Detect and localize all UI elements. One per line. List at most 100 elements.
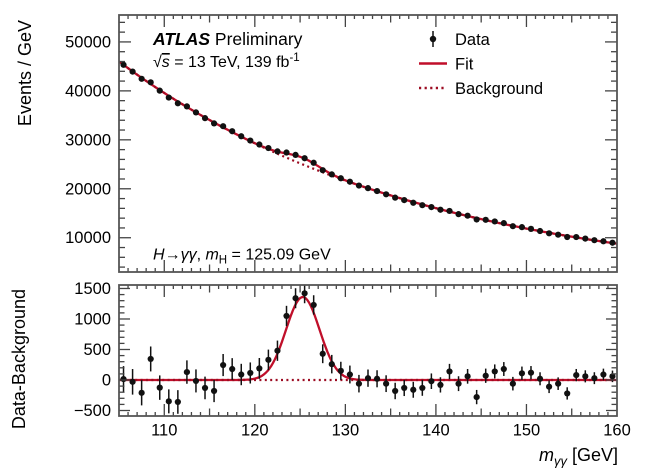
ratio-data-point xyxy=(573,372,580,379)
ratio-y-axis-title: Data-Background xyxy=(9,289,29,429)
data-point xyxy=(509,223,516,230)
data-point xyxy=(609,239,616,246)
ratio-data-point xyxy=(355,380,363,387)
ratio-data-point xyxy=(591,375,598,382)
data-point xyxy=(600,238,607,245)
atlas-preliminary-label: ATLAS Preliminary xyxy=(152,29,303,49)
ratio-data-point xyxy=(473,393,480,401)
data-point xyxy=(591,237,598,244)
ratio-data-point xyxy=(346,371,353,378)
ratio-data-point xyxy=(482,372,489,379)
ratio-data-point xyxy=(446,368,453,375)
ratio-y-tick-label: 0 xyxy=(102,372,111,390)
data-point xyxy=(183,103,191,110)
data-point xyxy=(573,233,580,241)
data-point xyxy=(437,206,444,213)
data-point xyxy=(328,171,335,178)
data-point xyxy=(518,224,526,231)
ratio-data-point xyxy=(147,355,154,363)
data-point xyxy=(419,202,426,209)
ratio-data-point xyxy=(509,380,516,387)
ratio-data-point xyxy=(283,312,290,320)
data-point xyxy=(192,109,200,116)
ratio-data-point xyxy=(401,384,408,392)
ratio-y-tick-label: 500 xyxy=(83,341,111,359)
data-point xyxy=(229,128,236,135)
ratio-data-point xyxy=(437,381,444,388)
x-axis-title: mγγ [GeV] xyxy=(539,445,618,469)
data-point xyxy=(247,137,254,144)
ratio-data-point xyxy=(229,365,236,373)
main-panel-frame xyxy=(118,14,618,273)
ratio-data-point xyxy=(310,301,317,309)
data-point xyxy=(274,148,281,155)
data-point xyxy=(482,216,489,223)
main-y-tick-label: 50000 xyxy=(65,33,111,51)
x-tick-label: 160 xyxy=(603,422,631,440)
data-point xyxy=(265,144,272,152)
ratio-y-tick-label: 1000 xyxy=(74,310,111,328)
data-point xyxy=(355,182,363,189)
ratio-data-point xyxy=(138,389,145,396)
tick-labels: 10000 20000 30000 40000 50000 −500 0 500 1000 150… xyxy=(65,33,631,439)
data-point xyxy=(256,141,263,148)
ratio-data-point xyxy=(392,387,399,395)
data-point xyxy=(283,149,290,156)
ratio-data-point xyxy=(383,380,390,387)
data-point xyxy=(464,212,471,219)
data-point xyxy=(310,159,317,166)
ratio-data-point xyxy=(165,398,172,405)
ratio-data-point xyxy=(129,378,136,385)
data-point xyxy=(156,87,163,94)
ratio-data-point xyxy=(238,371,245,378)
data-point xyxy=(582,235,589,242)
ratio-y-tick-label: −500 xyxy=(74,402,111,420)
main-y-tick-label: 40000 xyxy=(65,82,111,100)
ratio-data-point xyxy=(364,375,372,382)
ratio-data-point xyxy=(174,398,181,406)
data-point xyxy=(364,185,372,192)
ratio-data-point xyxy=(582,373,589,380)
data-point xyxy=(201,115,209,122)
ratio-data-point xyxy=(600,371,607,378)
data-point xyxy=(210,120,218,127)
legend-label: Data xyxy=(455,31,491,49)
legend-label: Fit xyxy=(455,55,474,73)
legend-data-marker-icon xyxy=(429,35,437,43)
ratio-data-point xyxy=(328,361,335,368)
data-point xyxy=(455,211,462,218)
data-point xyxy=(500,220,507,227)
main-panel-content xyxy=(119,60,617,246)
ratio-data-point xyxy=(527,369,535,376)
axes xyxy=(118,14,618,417)
ratio-data-point xyxy=(545,383,553,390)
main-y-tick-label: 30000 xyxy=(65,131,111,149)
data-point xyxy=(238,133,245,140)
ratio-data-point xyxy=(500,365,507,373)
data-point xyxy=(174,100,181,107)
ratio-data-point xyxy=(564,390,571,397)
x-tick-label: 150 xyxy=(513,422,541,440)
data-point xyxy=(536,227,544,235)
x-tick-label: 140 xyxy=(422,422,450,440)
ratio-data-point xyxy=(301,290,308,297)
ratio-data-point xyxy=(120,375,127,383)
data-point xyxy=(319,167,326,174)
ratio-data-point xyxy=(319,350,326,357)
data-point xyxy=(138,75,145,82)
data-point xyxy=(392,194,399,201)
ratio-panel-content xyxy=(119,285,617,414)
ratio-data-point xyxy=(265,356,272,363)
ratio-data-point xyxy=(518,370,526,377)
ratio-data-point xyxy=(464,373,471,380)
data-point xyxy=(129,68,136,75)
data-point xyxy=(373,187,381,195)
ratio-fit-curve xyxy=(119,295,617,382)
data-point xyxy=(527,225,535,232)
ratio-data-point xyxy=(274,347,281,354)
ratio-data-point xyxy=(609,373,616,380)
ratio-data-point xyxy=(536,375,544,382)
data-point xyxy=(383,191,390,198)
